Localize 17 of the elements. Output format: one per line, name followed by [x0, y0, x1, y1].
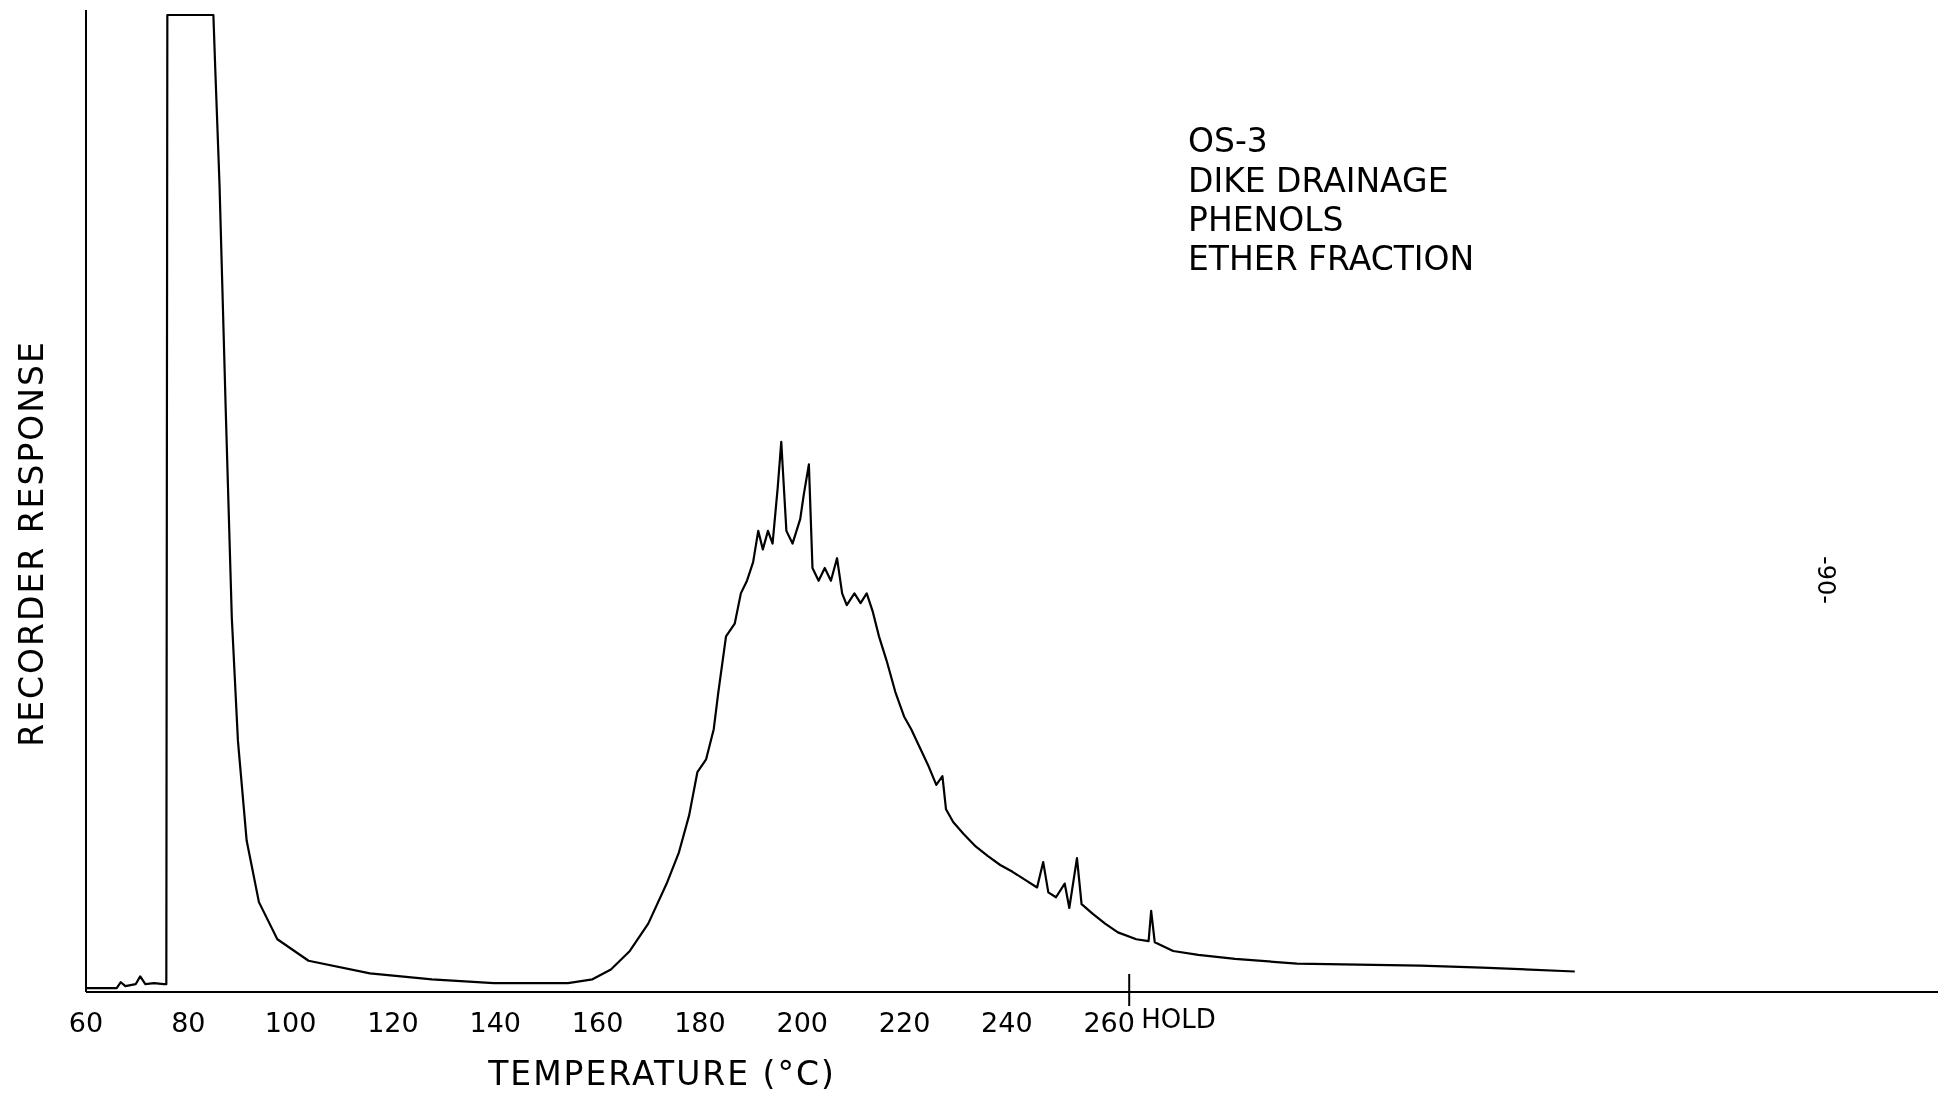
x-tick-label: 80 [171, 1007, 206, 1038]
x-tick-label: 240 [981, 1007, 1033, 1038]
x-tick-label: 160 [571, 1007, 624, 1038]
x-tick-label: 180 [674, 1007, 726, 1038]
x-axis-title: TEMPERATURE (°C) [487, 1054, 836, 1093]
text: OS-3 [1188, 121, 1268, 160]
y-axis-title: RECORDER RESPONSE [12, 340, 51, 747]
x-tick-label: 140 [469, 1007, 522, 1038]
x-tick-label: 220 [878, 1007, 931, 1038]
text: HOLD [1141, 1004, 1216, 1034]
x-tick-label: 120 [367, 1007, 419, 1038]
x-tick-label: 100 [264, 1007, 317, 1038]
x-tick-label: 200 [776, 1007, 829, 1038]
annotation: -90- [1812, 556, 1840, 604]
x-tick-label: 60 [68, 1007, 104, 1038]
text: DIKE DRAINAGE PHENOLS ETHER FRACTION [1188, 161, 1475, 278]
x-tick-label: 260 [1083, 1007, 1135, 1038]
